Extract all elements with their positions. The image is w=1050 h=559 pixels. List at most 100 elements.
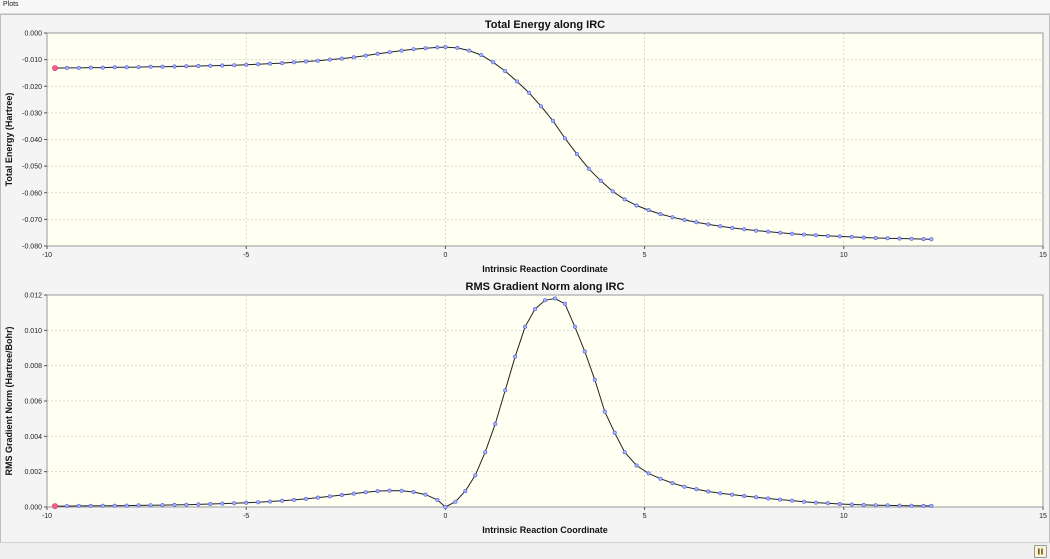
x-axis-label: Intrinsic Reaction Coordinate [482, 264, 608, 274]
data-point [929, 237, 934, 242]
y-tick-label: 0.008 [24, 363, 42, 370]
data-point [754, 228, 759, 233]
data-point [256, 62, 261, 67]
data-point [160, 503, 165, 508]
data-point [538, 104, 543, 109]
chart-1: -10 -5 0 5 10 15 0.000 -0.010 -0.020 -0.030 -0.040… [4, 19, 1047, 274]
data-point [443, 504, 448, 509]
data-point [622, 197, 627, 202]
data-point [303, 59, 308, 64]
data-point [602, 409, 607, 414]
data-point [387, 50, 392, 55]
data-point [861, 502, 866, 507]
data-point [291, 60, 296, 65]
data-point [467, 48, 472, 53]
data-point [778, 230, 783, 235]
data-point [825, 501, 830, 506]
data-point [363, 53, 368, 58]
data-point [658, 212, 663, 217]
data-point [813, 233, 818, 238]
data-point [837, 501, 842, 506]
data-point [268, 61, 273, 66]
data-point [503, 388, 508, 393]
data-point [435, 497, 440, 502]
data-point [515, 79, 520, 84]
data-point [184, 64, 189, 69]
pause-button[interactable] [1034, 545, 1047, 558]
window-title-bar: Plots [0, 0, 1050, 14]
data-point [929, 503, 934, 508]
data-point [76, 503, 81, 508]
data-point [112, 65, 117, 70]
data-point [513, 354, 518, 359]
data-point [375, 51, 380, 56]
y-tick-label: 0.004 [24, 434, 42, 441]
data-point [327, 57, 332, 62]
data-point [897, 503, 902, 508]
data-point [861, 235, 866, 240]
data-point [503, 69, 508, 74]
status-bar [0, 542, 1050, 559]
y-tick-label: 0.006 [24, 399, 42, 406]
data-point [256, 500, 261, 505]
data-point [574, 152, 579, 157]
data-point [351, 55, 356, 60]
data-point [327, 494, 332, 499]
data-point [766, 496, 771, 501]
data-point [291, 497, 296, 502]
data-point [582, 349, 587, 354]
data-point [562, 301, 567, 306]
data-point [280, 61, 285, 66]
data-point [315, 58, 320, 63]
x-tick-label: 10 [840, 513, 848, 520]
data-point [172, 64, 177, 69]
data-point [220, 501, 225, 506]
data-point [873, 503, 878, 508]
data-point [730, 492, 735, 497]
data-point [148, 503, 153, 508]
x-tick-label: 0 [443, 252, 447, 259]
data-point [244, 62, 249, 67]
data-point [730, 225, 735, 230]
data-point [801, 232, 806, 237]
data-point [124, 65, 129, 70]
x-tick-label: -10 [42, 513, 52, 520]
data-point [634, 203, 639, 208]
data-point [244, 500, 249, 505]
chart-title: RMS Gradient Norm along IRC [466, 281, 625, 293]
data-point [813, 500, 818, 505]
data-point [491, 60, 496, 65]
data-point [100, 503, 105, 508]
data-point [670, 215, 675, 220]
data-point [718, 491, 723, 496]
data-point [232, 501, 237, 506]
data-point [849, 234, 854, 239]
data-point [670, 481, 675, 486]
x-axis-label: Intrinsic Reaction Coordinate [482, 525, 608, 535]
data-point [658, 476, 663, 481]
data-point [387, 488, 392, 493]
x-tick-label: 15 [1039, 252, 1047, 259]
data-point [592, 377, 597, 382]
data-point [706, 489, 711, 494]
data-point [562, 136, 567, 141]
data-point [124, 503, 129, 508]
data-point [598, 178, 603, 183]
data-point [742, 493, 747, 498]
data-point [339, 492, 344, 497]
data-point [532, 307, 537, 312]
data-point [634, 463, 639, 468]
data-point [483, 450, 488, 455]
data-point [837, 234, 842, 239]
data-point [196, 64, 201, 69]
x-tick-label: 0 [443, 513, 447, 520]
data-point [220, 63, 225, 68]
data-point [921, 237, 926, 242]
x-tick-label: 5 [643, 513, 647, 520]
chart-2: -10 -5 0 5 10 15 0.000 0.002 0.004 0.006 0.008 0.01… [4, 281, 1047, 535]
data-point [375, 489, 380, 494]
data-point [682, 217, 687, 222]
data-point [550, 118, 555, 123]
data-point [100, 65, 105, 70]
y-tick-label: 0.000 [24, 505, 42, 512]
